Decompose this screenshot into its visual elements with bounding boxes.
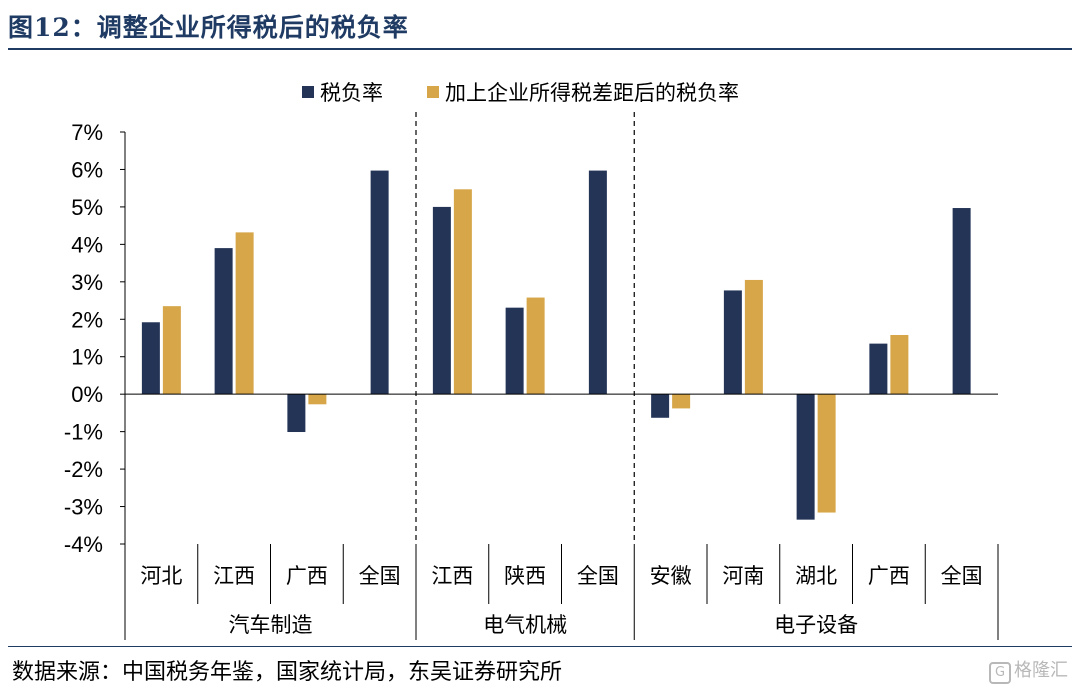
category-label: 广西	[868, 564, 910, 588]
y-tick-label: 4%	[71, 232, 103, 257]
category-label: 广西	[286, 564, 328, 588]
group-label: 电子设备	[774, 613, 858, 637]
bar-series-1-cat-2	[214, 248, 233, 395]
group-label: 汽车制造	[229, 613, 313, 637]
bar-series-2-cat-6	[526, 297, 545, 395]
bar-layer	[141, 170, 971, 520]
watermark-text: 格隆汇	[1014, 660, 1068, 681]
source-divider	[8, 646, 1072, 647]
y-tick-label: 6%	[71, 157, 103, 182]
title-divider	[8, 48, 1072, 50]
y-tick-label: -3%	[64, 495, 103, 520]
bar-series-2-cat-3	[308, 394, 327, 405]
y-axis: 7% 6% 5% 4% 3% 2% 1% 0% -1% -2% -3% -4%	[64, 120, 126, 640]
bar-series-2-cat-1	[162, 306, 181, 395]
category-label: 江西	[431, 564, 473, 588]
legend-label-2: 加上企业所得税差距后的税负率	[445, 81, 739, 105]
category-label: 全国	[577, 564, 619, 588]
y-tick-label: -4%	[64, 532, 103, 557]
bar-series-2-cat-5	[453, 189, 472, 395]
category-label: 河南	[722, 564, 764, 588]
bar-series-1-cat-6	[505, 307, 524, 395]
data-source-note: 数据来源：中国税务年鉴，国家统计局，东吴证券研究所	[12, 660, 563, 685]
figure-title: 图12：调整企业所得税后的税负率	[8, 13, 409, 42]
bar-series-1-cat-5	[432, 206, 451, 395]
bar-series-2-cat-8	[672, 394, 691, 409]
bar-series-1-cat-10	[796, 394, 815, 520]
y-tick-label: 7%	[71, 120, 103, 145]
chart-legend: 税负率 加上企业所得税差距后的税负率	[302, 81, 739, 105]
y-tick-label: 2%	[71, 307, 103, 332]
bar-series-2-cat-2	[235, 232, 254, 395]
legend-swatch-1	[302, 86, 314, 98]
bar-series-1-cat-8	[651, 394, 670, 418]
bar-series-2-cat-9	[744, 279, 763, 395]
bar-series-1-cat-7	[588, 170, 607, 395]
tax-burden-bar-chart: 税负率 加上企业所得税差距后的税负率 7% 6% 5% 4% 3% 2% 1% 0% -1% -2%…	[64, 81, 999, 640]
group-label: 电气机械	[483, 613, 567, 637]
category-label: 全国	[359, 564, 401, 588]
category-label: 湖北	[795, 564, 837, 588]
bar-series-1-cat-9	[723, 290, 742, 395]
bar-series-1-cat-4	[370, 170, 389, 395]
y-tick-label: 1%	[71, 345, 103, 370]
bar-series-1-cat-3	[287, 394, 306, 433]
category-label: 安徽	[650, 564, 692, 588]
y-tick-label: 3%	[71, 270, 103, 295]
category-label: 河北	[140, 564, 182, 588]
y-tick-label: -2%	[64, 457, 103, 482]
bar-series-1-cat-11	[869, 343, 888, 395]
y-tick-label: -1%	[64, 420, 103, 445]
y-tick-label: 5%	[71, 195, 103, 220]
legend-label-1: 税负率	[320, 81, 383, 105]
bar-series-2-cat-11	[890, 335, 909, 395]
bar-series-2-cat-10	[817, 394, 836, 513]
bar-series-1-cat-12	[952, 208, 971, 395]
watermark-logo-icon: G	[989, 662, 1011, 684]
watermark: G 格隆汇	[989, 656, 1068, 684]
y-tick-label: 0%	[71, 382, 103, 407]
bar-series-1-cat-1	[141, 322, 160, 395]
category-label: 江西	[213, 564, 255, 588]
category-label: 全国	[941, 564, 983, 588]
category-label: 陕西	[504, 564, 546, 588]
legend-swatch-2	[427, 86, 439, 98]
